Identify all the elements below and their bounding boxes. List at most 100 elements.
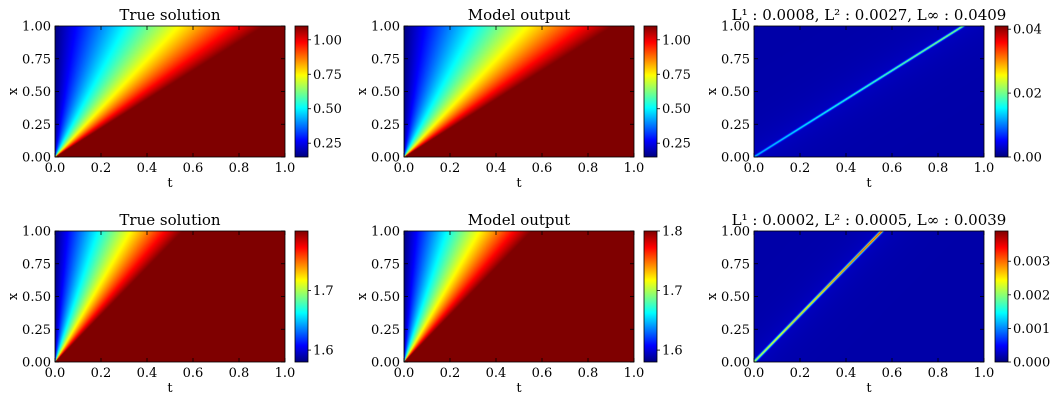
colorbar-gradient: [644, 231, 657, 362]
colorbar-tick-label: 0.02: [1013, 87, 1042, 102]
panel-title: L¹ : 0.0002, L² : 0.0005, L∞ : 0.0039: [732, 211, 1007, 229]
y-tick-label: 0.00: [371, 151, 400, 166]
x-tick-label: 0.6: [532, 161, 553, 176]
heatmap-panel-2: Model output 0.0 0.2 0.4 0.6 0.8 1.0 0.00 0.25 0.…: [355, 6, 691, 191]
heatmap-image: [754, 26, 984, 157]
colorbar-tick-label: 1.7: [313, 284, 334, 299]
colorbar-tick-label: 0.003: [1013, 255, 1050, 270]
y-tick-label: 0.00: [721, 356, 750, 371]
colorbar-frame: [294, 25, 309, 158]
x-tick-label: 0.2: [91, 366, 112, 381]
y-tick-label: 0.75: [371, 257, 400, 272]
x-tick-label: 0.4: [486, 366, 507, 381]
y-tick-label: 0.50: [371, 290, 400, 305]
y-tick-label: 1.00: [721, 225, 750, 240]
y-tick-label: 0.25: [721, 323, 750, 338]
colorbar-tick-label: 1.6: [313, 344, 334, 359]
colorbar-tick-label: 0.04: [1013, 23, 1042, 38]
x-tick-label: 1.0: [974, 161, 995, 176]
y-tick-label: 0.25: [371, 323, 400, 338]
x-tick-label: 0.2: [91, 161, 112, 176]
colorbar-tick-label: 0.001: [1013, 322, 1050, 337]
x-tick-label: 0.2: [440, 366, 461, 381]
y-tick-label: 0.50: [721, 85, 750, 100]
y-tick-label: 1.00: [22, 225, 51, 240]
x-tick-label: 0.6: [882, 366, 903, 381]
colorbar-frame: [643, 230, 658, 363]
y-tick-label: 0.25: [22, 323, 51, 338]
x-tick-label: 0.4: [137, 366, 158, 381]
colorbar-tick-label: 0.50: [313, 102, 342, 117]
y-tick-label: 1.00: [371, 225, 400, 240]
x-axis-label: t: [167, 381, 173, 396]
y-tick-label: 0.25: [721, 118, 750, 133]
heatmap-image: [404, 231, 634, 362]
x-tick-label: 0.8: [578, 366, 599, 381]
heatmap-image: [754, 231, 984, 362]
colorbar-frame: [643, 25, 658, 158]
colorbar-tick-label: 1.00: [313, 33, 342, 48]
colorbar-tick-label: 0.000: [1013, 356, 1050, 371]
y-tick-label: 0.00: [22, 356, 51, 371]
colorbar-gradient: [295, 26, 308, 157]
y-tick-label: 0.50: [22, 85, 51, 100]
y-tick-label: 1.00: [721, 20, 750, 35]
x-tick-label: 0.8: [229, 161, 250, 176]
x-tick-label: 0.0: [744, 161, 765, 176]
y-axis-label: x: [705, 292, 720, 300]
panel-title: Model output: [468, 6, 570, 24]
colorbar-frame: [994, 230, 1009, 363]
y-tick-label: 1.00: [22, 20, 51, 35]
x-tick-label: 0.4: [836, 366, 857, 381]
heatmap-panel-6: L¹ : 0.0002, L² : 0.0005, L∞ : 0.0039 0.0…: [705, 211, 1050, 396]
x-tick-label: 0.0: [45, 161, 66, 176]
x-axis-label: t: [866, 176, 872, 191]
x-tick-label: 1.0: [275, 161, 296, 176]
x-tick-label: 0.8: [229, 366, 250, 381]
x-axis-label: t: [866, 381, 872, 396]
x-tick-label: 0.2: [440, 161, 461, 176]
panel-title: Model output: [468, 211, 570, 229]
x-tick-label: 0.8: [928, 366, 949, 381]
y-axis-label: x: [705, 87, 720, 95]
colorbar-tick-label: 0.75: [313, 68, 342, 83]
colorbar-tick-label: 1.6: [662, 344, 683, 359]
y-tick-label: 0.00: [371, 356, 400, 371]
panel-title: True solution: [119, 211, 221, 229]
colorbar-tick-label: 0.25: [662, 137, 691, 152]
heatmap-image: [55, 26, 285, 157]
heatmap-image: [404, 26, 634, 157]
x-tick-label: 0.0: [394, 161, 415, 176]
x-tick-label: 0.8: [578, 161, 599, 176]
y-tick-label: 0.50: [721, 290, 750, 305]
x-tick-label: 1.0: [624, 366, 645, 381]
x-tick-label: 0.2: [790, 161, 811, 176]
x-tick-label: 0.4: [836, 161, 857, 176]
x-tick-label: 0.4: [486, 161, 507, 176]
y-tick-label: 0.75: [721, 52, 750, 67]
x-tick-label: 1.0: [624, 161, 645, 176]
x-tick-label: 0.8: [928, 161, 949, 176]
x-tick-label: 0.4: [137, 161, 158, 176]
colorbar-tick-label: 1.8: [662, 225, 683, 240]
x-tick-label: 1.0: [275, 366, 296, 381]
y-tick-label: 0.25: [22, 118, 51, 133]
colorbar-frame: [994, 25, 1009, 158]
y-tick-label: 0.75: [22, 52, 51, 67]
colorbar-frame: [294, 230, 309, 363]
x-tick-label: 0.6: [183, 366, 204, 381]
y-tick-label: 0.75: [371, 52, 400, 67]
colorbar-tick-label: 0.002: [1013, 288, 1050, 303]
colorbar-tick-label: 0.75: [662, 68, 691, 83]
colorbar-tick-label: 1.00: [662, 33, 691, 48]
y-tick-label: 0.25: [371, 118, 400, 133]
heatmap-panel-5: Model output 0.0 0.2 0.4 0.6 0.8 1.0 0.00 0.25 0.…: [355, 211, 683, 396]
x-axis-label: t: [516, 381, 522, 396]
panel-title: L¹ : 0.0008, L² : 0.0027, L∞ : 0.0409: [732, 6, 1007, 24]
x-tick-label: 0.2: [790, 366, 811, 381]
colorbar-gradient: [995, 26, 1008, 157]
y-tick-label: 1.00: [371, 20, 400, 35]
colorbar-tick-label: 0.50: [662, 102, 691, 117]
colorbar-tick-label: 0.25: [313, 137, 342, 152]
